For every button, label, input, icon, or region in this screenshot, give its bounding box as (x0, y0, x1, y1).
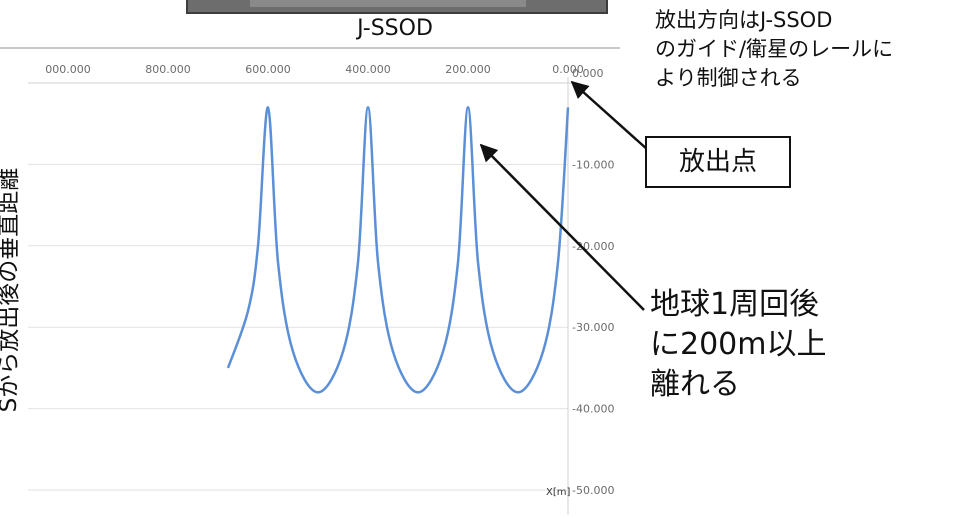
x-tick-label: 200.000 (445, 63, 491, 76)
y-tick-label: -40.000 (572, 403, 614, 416)
y-tick-label: -10.000 (572, 158, 614, 171)
y-tick-label: -50.000 (572, 484, 614, 497)
result-note: 地球1周回後 に200m以上 離れる (650, 285, 826, 405)
release-point-box: 放出点 (645, 136, 791, 188)
x-tick-label: 600.000 (245, 63, 291, 76)
trajectory-line (228, 107, 568, 392)
x-tick-label: 000.000 (45, 63, 91, 76)
y-tick-label: 0.000 (572, 67, 604, 80)
annotation-arrows (481, 82, 648, 310)
x-axis-unit: X[m] (546, 487, 570, 498)
y-axis-label: Sから放出後の垂直距離 (0, 80, 23, 500)
chart-axes: 000.000 800.000 600.000 400.000 200.000 0.000… (28, 63, 614, 515)
result-arrow (481, 145, 644, 310)
x-tick-label: 800.000 (145, 63, 191, 76)
direction-note: 放出方向はJ-SSOD のガイド/衛星のレールに より制御される (655, 6, 893, 93)
y-tick-label: -30.000 (572, 321, 614, 334)
y-tick-label: -20.000 (572, 240, 614, 253)
x-tick-label: 400.000 (345, 63, 391, 76)
release-point-arrow (572, 82, 648, 150)
